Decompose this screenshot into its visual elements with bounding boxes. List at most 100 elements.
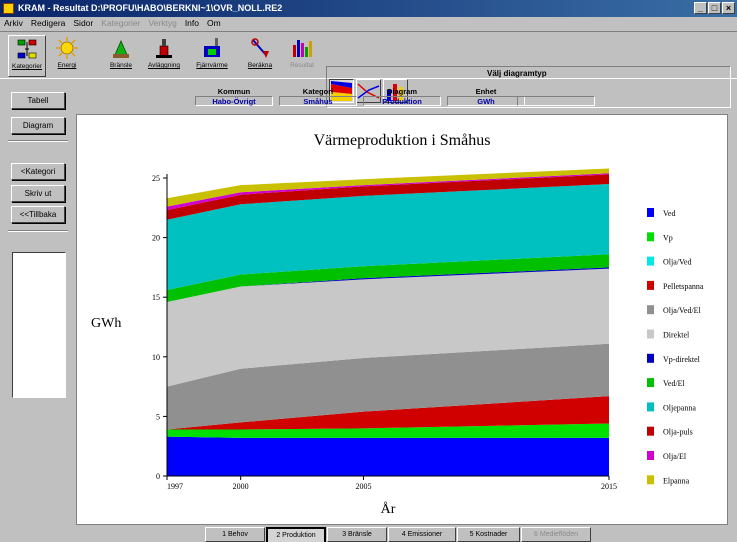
- info-value: Habo-Övrigt: [195, 96, 273, 106]
- tool-avlaggning-button[interactable]: Avläggning: [145, 35, 183, 77]
- tool-label: Avläggning: [145, 62, 183, 69]
- info-kategori: Kategori Småhus: [279, 87, 357, 106]
- menu-info[interactable]: Info: [185, 17, 199, 30]
- legend-label: Ved: [663, 209, 675, 218]
- tool-label: Kategorier: [9, 63, 45, 70]
- info-head: Diagram: [363, 87, 441, 96]
- tab-medieflоden[interactable]: 6 Medieflöden: [521, 527, 591, 542]
- tab-behov[interactable]: 1 Behov: [205, 527, 265, 542]
- app-icon: [3, 3, 14, 14]
- sidebar-divider: [8, 230, 68, 232]
- tool-berakna-button[interactable]: Beräkna: [241, 35, 279, 77]
- info-head: Kategori: [279, 87, 357, 96]
- info-head: Enhet: [447, 87, 525, 96]
- maximize-button[interactable]: □: [708, 2, 721, 14]
- tool-label: Energi: [48, 62, 86, 69]
- toolbar: Kategorier Energi Bränsle Avläggning Fjä…: [0, 31, 737, 79]
- back-button[interactable]: <<Tillbaka: [11, 206, 65, 223]
- minimize-button[interactable]: _: [694, 2, 707, 14]
- tool-label: Bränsle: [102, 62, 140, 69]
- disposal-icon: [153, 37, 175, 59]
- menu-verktyg[interactable]: Verktyg: [148, 17, 176, 30]
- print-button[interactable]: Skriv ut: [11, 185, 65, 202]
- fuel-icon: [110, 37, 132, 59]
- table-button[interactable]: Tabell: [11, 92, 65, 109]
- info-value: Produktion: [363, 96, 441, 106]
- info-head: Kommun: [195, 87, 273, 96]
- tool-label: Beräkna: [241, 62, 279, 69]
- page-tabs: 1 Behov 2 Produktion 3 Bränsle 4 Emissio…: [205, 527, 592, 542]
- chart-title: Värmeproduktion i Småhus: [314, 132, 491, 149]
- legend-label: Pelletspanna: [663, 282, 704, 291]
- title-bar: KRAM - Resultat D:\PROFU\HABO\BERKNI~1\O…: [0, 0, 737, 17]
- info-head: [517, 87, 595, 96]
- tool-bransle-button[interactable]: Bränsle: [102, 35, 140, 77]
- info-enhet: Enhet GWh: [447, 87, 525, 106]
- legend-label: Oljepanna: [663, 403, 696, 412]
- sidebar-panel: [12, 252, 66, 398]
- chart-panel: Värmeproduktion i Småhus GWh År 0 5 10 15 20 25 1…: [76, 114, 728, 525]
- window-controls: _ □ ×: [694, 2, 735, 14]
- y-axis-label: GWh: [91, 316, 121, 331]
- legend-swatch: [647, 232, 654, 241]
- diagram-type-title: Välj diagramtyp: [487, 69, 547, 78]
- tool-energi-button[interactable]: Energi: [48, 35, 86, 77]
- tab-emissioner[interactable]: 4 Emissioner: [388, 527, 456, 542]
- legend-swatch: [647, 427, 654, 436]
- legend-swatch: [647, 305, 654, 314]
- legend-swatch: [647, 257, 654, 266]
- district-heating-icon: [201, 37, 223, 59]
- diagram-button[interactable]: Diagram: [11, 117, 65, 134]
- legend-label: Elpanna: [663, 476, 690, 485]
- close-button[interactable]: ×: [722, 2, 735, 14]
- x-tick-label: 2000: [233, 482, 249, 491]
- previous-category-button[interactable]: <Kategori: [11, 163, 65, 180]
- legend-swatch: [647, 451, 654, 460]
- area-chart: Värmeproduktion i SmåhusGWhÅr05101520251…: [77, 115, 727, 524]
- info-kommun: Kommun Habo-Övrigt: [195, 87, 273, 106]
- legend-swatch: [647, 330, 654, 339]
- x-tick-label: 2015: [601, 482, 617, 491]
- menu-arkiv[interactable]: Arkiv: [4, 17, 23, 30]
- legend-label: Vp-direktel: [663, 355, 701, 364]
- x-axis-label: År: [381, 501, 396, 517]
- legend-label: Direktel: [663, 331, 690, 340]
- tab-bransle[interactable]: 3 Bränsle: [327, 527, 387, 542]
- sun-icon: [56, 37, 78, 59]
- tool-resultat-button[interactable]: Resultat: [283, 35, 321, 77]
- legend-swatch: [647, 281, 654, 290]
- legend-swatch: [647, 354, 654, 363]
- y-tick-label: 10: [152, 353, 160, 362]
- legend-label: Ved/El: [663, 379, 686, 388]
- y-tick-label: 5: [156, 412, 160, 421]
- tab-produktion[interactable]: 2 Produktion: [266, 527, 326, 542]
- area-series-0: [167, 437, 609, 476]
- info-bar: Kommun Habo-Övrigt Kategori Småhus Diagr…: [195, 87, 595, 107]
- tab-kostnader[interactable]: 5 Kostnader: [457, 527, 520, 542]
- menu-bar: Arkiv Redigera Sidor Kategorier Verktyg …: [0, 17, 737, 30]
- menu-redigera[interactable]: Redigera: [31, 17, 66, 30]
- y-tick-label: 25: [152, 174, 160, 183]
- tool-fjarrvarme-button[interactable]: Fjärrvärme: [193, 35, 231, 77]
- legend-swatch: [647, 208, 654, 217]
- info-value: [517, 96, 595, 106]
- y-tick-label: 20: [152, 234, 160, 243]
- legend-label: Vp: [663, 233, 673, 242]
- legend-label: Olja/Ved/El: [663, 306, 702, 315]
- legend-label: Olja-puls: [663, 428, 693, 437]
- info-diagram: Diagram Produktion: [363, 87, 441, 106]
- menu-om[interactable]: Om: [207, 17, 221, 30]
- tool-label: Resultat: [283, 62, 321, 69]
- x-tick-label: 1997: [167, 482, 183, 491]
- x-tick-label: 2005: [355, 482, 371, 491]
- sidebar-divider: [8, 140, 68, 142]
- menu-sidor[interactable]: Sidor: [73, 17, 93, 30]
- info-value: GWh: [447, 96, 525, 106]
- calculate-icon: [249, 37, 271, 59]
- legend-swatch: [647, 402, 654, 411]
- tool-kategorier-button[interactable]: Kategorier: [8, 35, 46, 77]
- info-extra: [517, 87, 595, 106]
- legend-swatch: [647, 475, 654, 484]
- result-chart-icon: [291, 37, 313, 59]
- menu-kategorier[interactable]: Kategorier: [101, 17, 140, 30]
